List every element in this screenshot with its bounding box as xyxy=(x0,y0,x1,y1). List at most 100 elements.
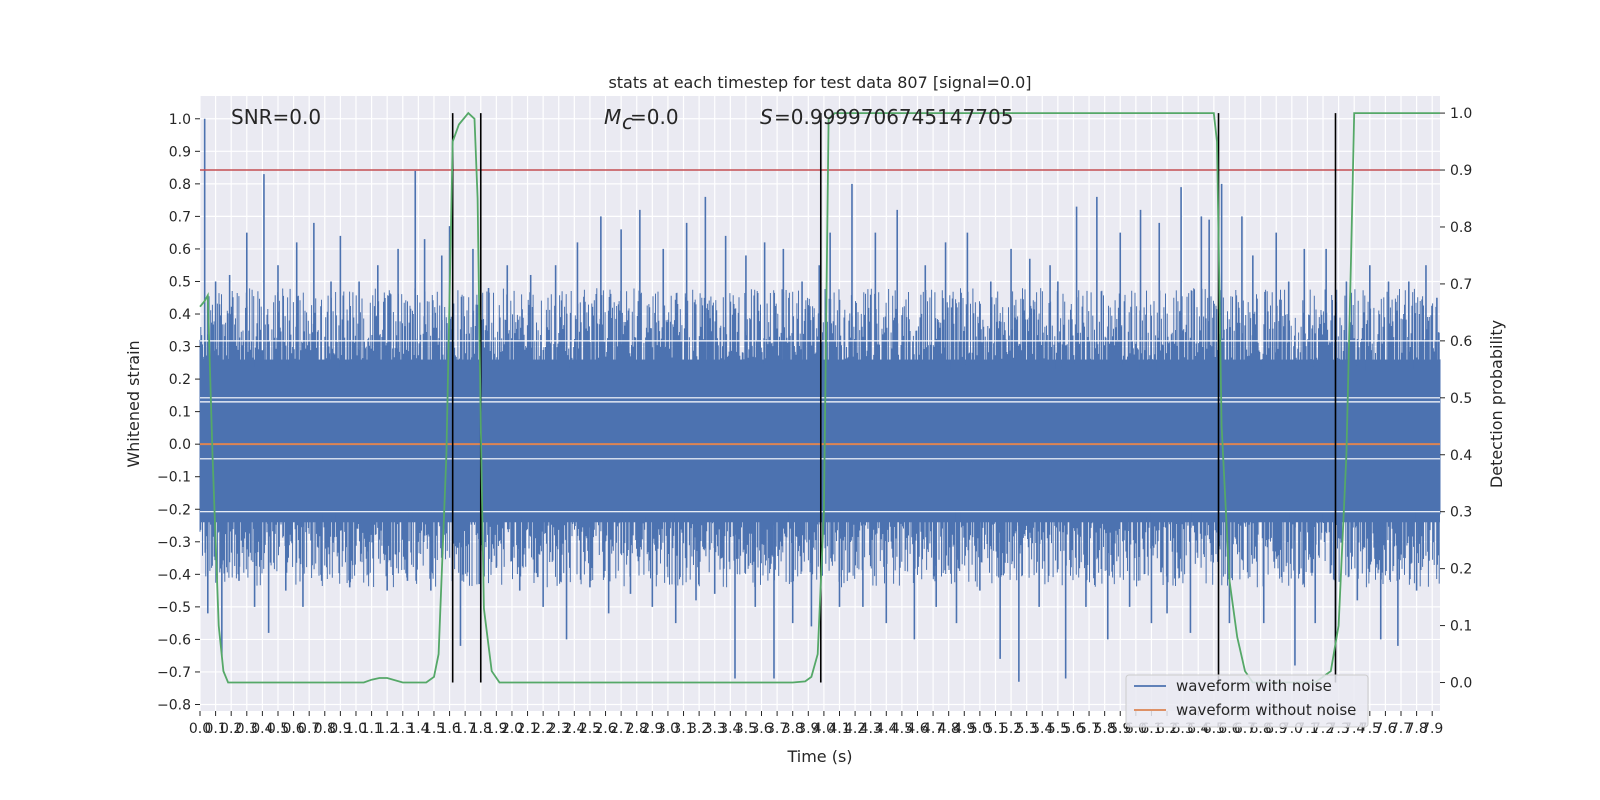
x-tick-label-76: 7.6 xyxy=(1374,721,1396,737)
y-tick-label-17: 0.9 xyxy=(169,144,191,160)
x-tick-label-50: 5.0 xyxy=(969,721,991,737)
x-tick-label-39: 3.9 xyxy=(797,721,819,737)
y-tick-label-0: −0.8 xyxy=(157,697,191,713)
x-tick-label-27: 2.7 xyxy=(610,721,632,737)
x-tick-label-15: 1.5 xyxy=(423,721,445,737)
x-tick-label-8: 0.8 xyxy=(314,721,336,737)
y2-tick-label-0: 0.0 xyxy=(1450,676,1472,692)
y-tick-label-10: 0.2 xyxy=(169,372,191,388)
y-tick-label-12: 0.4 xyxy=(169,307,191,323)
x-tick-label-58: 5.8 xyxy=(1094,721,1116,737)
y-tick-label-16: 0.8 xyxy=(169,177,191,193)
x-tick-label-55: 5.5 xyxy=(1047,721,1069,737)
y2-tick-label-4: 0.4 xyxy=(1450,448,1472,464)
x-tick-label-78: 7.8 xyxy=(1405,721,1427,737)
y-tick-label-3: −0.5 xyxy=(157,600,191,616)
x-tick-label-11: 1.1 xyxy=(360,721,382,737)
legend-box xyxy=(1125,674,1369,728)
annotation-score-value: =0.9999706745147705 xyxy=(774,105,1013,129)
y2-tick-label-8: 0.8 xyxy=(1450,220,1472,236)
legend-label-waveform-without-noise: waveform without noise xyxy=(1176,701,1356,719)
x-tick-label-40: 4.0 xyxy=(813,721,835,737)
annotation-chirp-mass-subscript: c xyxy=(622,110,633,134)
x-axis-label: Time (s) xyxy=(786,747,852,766)
y-axis-label: Whitened strain xyxy=(124,340,143,467)
annotation-chirp-mass-symbol: M xyxy=(604,105,621,129)
x-tick-label-33: 3.3 xyxy=(704,721,726,737)
x-tick-label-4: 0.4 xyxy=(251,721,273,737)
y-tick-label-4: −0.4 xyxy=(157,567,191,583)
y2-tick-label-5: 0.5 xyxy=(1450,391,1472,407)
annotation-score-symbol: S xyxy=(760,105,773,129)
x-tick-label-20: 2.0 xyxy=(501,721,523,737)
x-tick-label-22: 2.2 xyxy=(532,721,554,737)
y2-tick-label-6: 0.6 xyxy=(1450,334,1472,350)
y-tick-label-13: 0.5 xyxy=(169,274,191,290)
y-tick-label-18: 1.0 xyxy=(169,112,191,128)
x-tick-label-0: 0.0 xyxy=(189,721,211,737)
x-tick-label-34: 3.4 xyxy=(719,721,741,737)
y-tick-label-14: 0.6 xyxy=(169,242,191,258)
y2-tick-label-9: 0.9 xyxy=(1450,163,1472,179)
x-tick-label-48: 4.8 xyxy=(938,721,960,737)
x-tick-label-43: 4.3 xyxy=(860,721,882,737)
x-tick-label-52: 5.2 xyxy=(1000,721,1022,737)
y-tick-label-15: 0.7 xyxy=(169,209,191,225)
x-tick-label-28: 2.8 xyxy=(626,721,648,737)
x-tick-label-9: 0.9 xyxy=(329,721,351,737)
y2-tick-label-3: 0.3 xyxy=(1450,505,1472,521)
y2-axis-label: Detection probability xyxy=(1487,320,1506,488)
x-tick-label-5: 0.5 xyxy=(267,721,289,737)
y-tick-label-8: 0.0 xyxy=(169,437,191,453)
y2-tick-label-1: 0.1 xyxy=(1450,619,1472,635)
x-tick-label-54: 5.4 xyxy=(1031,721,1053,737)
y-tick-label-6: −0.2 xyxy=(157,502,191,518)
x-tick-label-29: 2.9 xyxy=(641,721,663,737)
x-tick-label-21: 2.1 xyxy=(516,721,538,737)
y-tick-label-11: 0.3 xyxy=(169,340,191,356)
x-tick-label-7: 0.7 xyxy=(298,721,320,737)
x-tick-label-35: 3.5 xyxy=(735,721,757,737)
x-tick-label-10: 1.0 xyxy=(345,721,367,737)
annotation-score: S =0.9999706745147705 xyxy=(760,105,1013,129)
x-tick-label-41: 4.1 xyxy=(828,721,850,737)
y-axis-right: 0.0 0.1 0.2 0.3 0.4 0.5 0.6 0.7 0.8 0.9 1.0 xyxy=(1440,106,1472,692)
y-tick-label-5: −0.3 xyxy=(157,535,191,551)
x-tick-label-37: 3.7 xyxy=(766,721,788,737)
x-tick-label-2: 0.2 xyxy=(220,721,242,737)
x-tick-label-79: 7.9 xyxy=(1421,721,1443,737)
x-tick-label-45: 4.5 xyxy=(891,721,913,737)
x-tick-label-77: 7.7 xyxy=(1390,721,1412,737)
annotation-chirp-mass-value: =0.0 xyxy=(630,105,679,129)
chart-title: stats at each timestep for test data 807… xyxy=(608,73,1031,92)
x-axis: 0.00.10.20.30.40.50.60.70.80.91.01.11.21… xyxy=(189,711,1443,737)
x-tick-label-36: 3.6 xyxy=(750,721,772,737)
x-tick-label-47: 4.7 xyxy=(922,721,944,737)
legend-label-waveform-with-noise: waveform with noise xyxy=(1176,677,1332,695)
y-tick-label-7: −0.1 xyxy=(157,470,191,486)
x-tick-label-13: 1.3 xyxy=(392,721,414,737)
y-tick-label-9: 0.1 xyxy=(169,405,191,421)
x-tick-label-38: 3.8 xyxy=(782,721,804,737)
x-tick-label-12: 1.2 xyxy=(376,721,398,737)
x-tick-label-24: 2.4 xyxy=(563,721,585,737)
x-tick-label-19: 1.9 xyxy=(485,721,507,737)
x-tick-label-30: 3.0 xyxy=(657,721,679,737)
x-tick-label-6: 0.6 xyxy=(282,721,304,737)
x-tick-label-53: 5.3 xyxy=(1016,721,1038,737)
x-tick-label-25: 2.5 xyxy=(579,721,601,737)
y2-tick-label-10: 1.0 xyxy=(1450,106,1472,122)
y-tick-label-2: −0.6 xyxy=(157,632,191,648)
plot-content xyxy=(199,111,1441,684)
x-tick-label-56: 5.6 xyxy=(1062,721,1084,737)
x-tick-label-49: 4.9 xyxy=(953,721,975,737)
annotation-chirp-mass: M c =0.0 xyxy=(604,105,679,134)
x-tick-label-26: 2.6 xyxy=(594,721,616,737)
noise-trace xyxy=(199,288,1441,588)
x-tick-label-14: 1.4 xyxy=(407,721,429,737)
x-tick-label-57: 5.7 xyxy=(1078,721,1100,737)
x-tick-label-31: 3.1 xyxy=(672,721,694,737)
x-tick-label-17: 1.7 xyxy=(454,721,476,737)
y-axis-left: −0.8 −0.7 −0.6 −0.5 −0.4 −0.3 −0.2 −0.1 0.0 0.1 0.… xyxy=(157,112,200,713)
